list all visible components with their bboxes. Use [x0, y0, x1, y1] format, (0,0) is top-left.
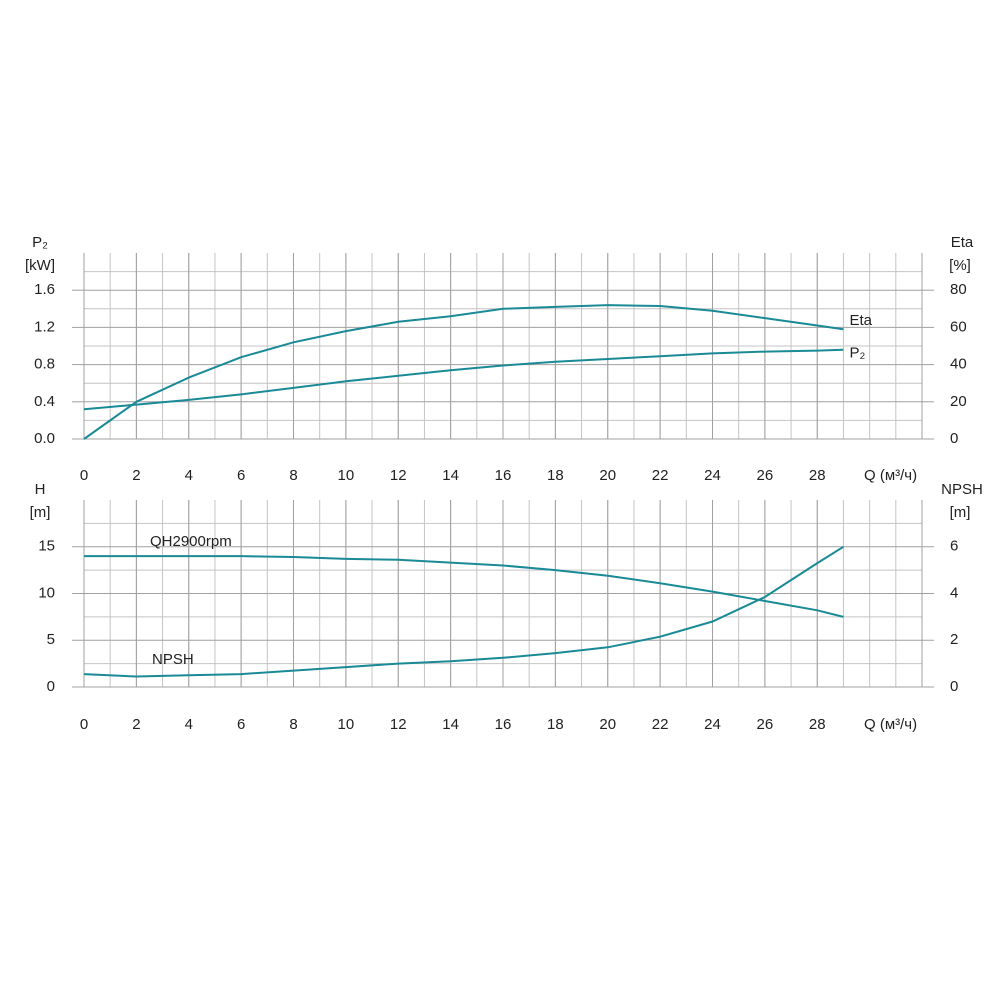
x-axis-title: Q (м³/ч) [864, 716, 917, 733]
x-tick-label: 0 [80, 467, 88, 484]
x-tick-label: 16 [495, 716, 512, 733]
x-tick-label: 8 [289, 716, 297, 733]
x-tick-label: 12 [390, 467, 407, 484]
y2-tick-label: 2 [950, 631, 958, 648]
y2-tick-label: 20 [950, 393, 967, 410]
series-line [83, 304, 844, 440]
x-axis-title: Q (м³/ч) [864, 467, 917, 484]
x-tick-label: 22 [652, 716, 669, 733]
y-tick-label: 5 [47, 631, 55, 648]
x-tick-label: 0 [80, 716, 88, 733]
x-tick-label: 28 [809, 467, 826, 484]
x-tick-label: 8 [289, 467, 297, 484]
x-tick-label: 2 [132, 716, 140, 733]
x-tick-label: 24 [704, 467, 721, 484]
x-tick-label: 10 [338, 716, 355, 733]
series-label: P₂ [849, 345, 865, 362]
x-tick-label: 18 [547, 716, 564, 733]
x-tick-label: 6 [237, 467, 245, 484]
y-tick-label: 0.8 [34, 356, 55, 373]
y-tick-label: 10 [38, 584, 55, 601]
y2-axis-unit: [m] [950, 504, 971, 521]
y2-tick-label: 80 [950, 281, 967, 298]
y-tick-label: 15 [38, 538, 55, 555]
series-label: QH2900rpm [150, 533, 232, 550]
y-tick-label: 0 [47, 678, 55, 695]
y-axis-title: H [35, 481, 46, 498]
x-tick-label: 16 [495, 467, 512, 484]
y-tick-label: 1.6 [34, 281, 55, 298]
x-tick-label: 24 [704, 716, 721, 733]
y2-axis-title: Eta [951, 234, 974, 251]
y2-axis-unit: [%] [949, 257, 971, 274]
x-tick-label: 22 [652, 467, 669, 484]
x-tick-label: 4 [185, 467, 193, 484]
x-tick-label: 20 [599, 716, 616, 733]
series-line [84, 555, 844, 618]
series-line [83, 348, 844, 411]
x-tick-label: 2 [132, 467, 140, 484]
y-axis-unit: [kW] [25, 257, 55, 274]
x-tick-label: 10 [338, 467, 355, 484]
series-label: NPSH [152, 651, 194, 668]
x-tick-label: 26 [757, 467, 774, 484]
x-tick-label: 28 [809, 716, 826, 733]
y2-tick-label: 4 [950, 584, 958, 601]
series-label: Eta [849, 312, 872, 329]
y2-tick-label: 40 [950, 356, 967, 373]
y-tick-label: 0.0 [34, 430, 55, 447]
x-tick-label: 12 [390, 716, 407, 733]
x-tick-label: 6 [237, 716, 245, 733]
y2-tick-label: 0 [950, 678, 958, 695]
y-axis-title: P₂ [32, 234, 48, 251]
y2-tick-label: 60 [950, 318, 967, 335]
x-tick-label: 18 [547, 467, 564, 484]
x-tick-label: 4 [185, 716, 193, 733]
x-tick-label: 26 [757, 716, 774, 733]
x-tick-label: 14 [442, 467, 459, 484]
y2-tick-label: 0 [950, 430, 958, 447]
y2-axis-title: NPSH [941, 481, 983, 498]
y-tick-label: 1.2 [34, 318, 55, 335]
series-line [83, 545, 844, 678]
y2-tick-label: 6 [950, 538, 958, 555]
y-tick-label: 0.4 [34, 393, 55, 410]
y-axis-unit: [m] [30, 504, 51, 521]
x-tick-label: 20 [599, 467, 616, 484]
x-tick-label: 14 [442, 716, 459, 733]
